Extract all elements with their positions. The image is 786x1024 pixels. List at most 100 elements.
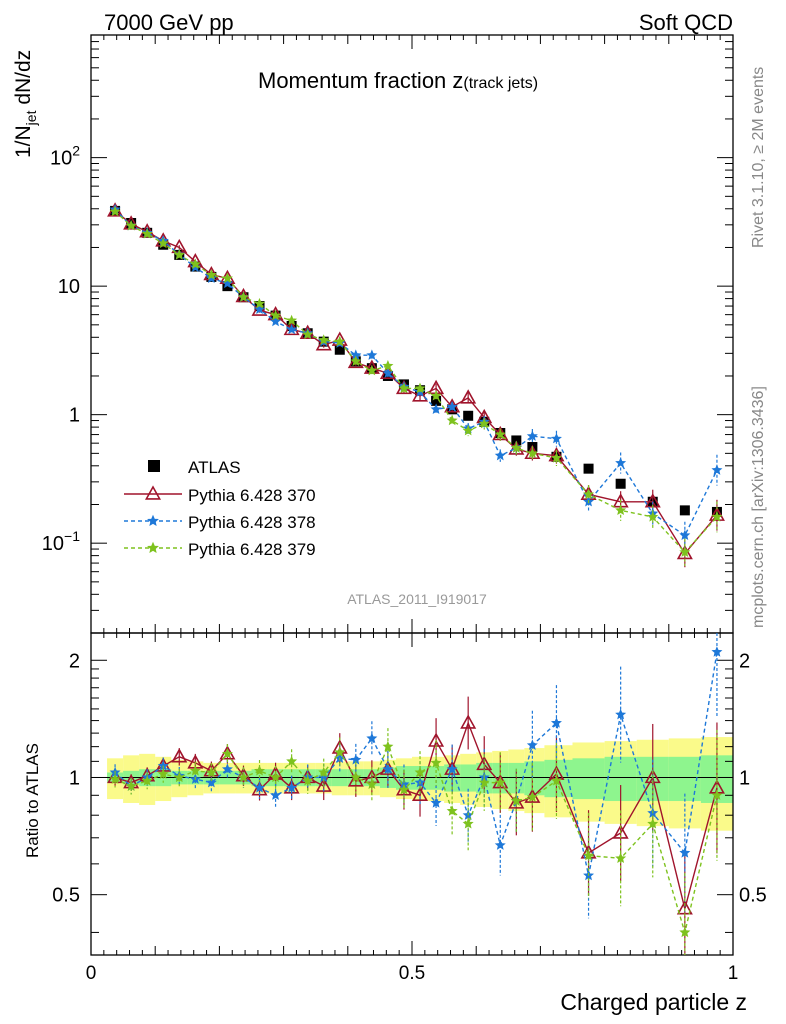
x-tick-label: 0.5 [399,963,425,984]
point-p379 [334,335,346,347]
ratio-point-p379 [237,771,249,783]
point-p379 [679,546,691,557]
point-atlas [615,478,626,489]
point-p379 [318,334,330,345]
point-p378 [254,303,266,315]
point-atlas [583,463,594,474]
point-p379 [647,511,659,522]
x-axis-label: Charged particle z [560,989,747,1015]
ratio-point-p370 [460,714,477,729]
ratio-point-p378 [366,732,378,744]
y-label-sub: jet [23,110,39,126]
point-p378 [366,349,378,360]
point-p378 [526,430,538,441]
point-p379 [583,488,595,500]
ratio-point-p378 [615,708,627,720]
ratio-point-p379 [414,766,426,778]
y-axis-label-ratio: Ratio to ATLAS [23,743,42,858]
legend-label-p378: Pythia 6.428 378 [188,513,316,532]
ratio-point-p379 [478,776,490,788]
ratio-point-p379 [109,773,121,784]
ratio-y-tick-label-right: 0.5 [739,885,767,907]
point-p379 [270,309,282,321]
point-p379 [494,428,506,440]
ratio-point-p379 [430,757,442,768]
y-tick-label: 102 [50,143,80,170]
ratio-point-p378 [382,763,394,774]
ratio-point-p378 [711,646,723,657]
ratio-point-p378 [286,782,298,793]
analysis-label: ATLAS_2011_I919017 [347,591,487,607]
point-p379 [157,237,169,249]
ratio-point-p378 [679,847,691,858]
point-p370 [412,387,429,402]
legend-marker-p379 [147,541,159,554]
point-p379 [221,272,233,284]
point-p379 [526,447,538,459]
ratio-point-p378 [430,797,442,808]
side-text-mcplots: mcplots.cern.ch [arXiv:1306.3436] [750,386,767,628]
ratio-point-p379 [550,775,562,786]
point-p378 [430,403,442,415]
point-p379 [711,511,723,522]
legend-label-p370: Pythia 6.428 370 [188,486,316,505]
point-p378 [494,449,506,461]
point-p379 [550,452,562,463]
point-p378 [550,432,562,444]
ratio-point-p370 [171,748,188,763]
point-p378 [615,457,627,468]
ratio-point-p379 [615,852,627,864]
point-p370 [708,506,725,521]
ratio-point-p379 [679,926,691,938]
plot-title: Momentum fraction z(track jets) [258,68,538,93]
x-tick-label: 1 [728,963,739,984]
ratio-point-p379 [125,780,137,791]
point-p379 [109,205,121,217]
ratio-point-p370 [235,767,252,782]
point-atlas [334,344,345,355]
point-p379 [286,314,298,326]
point-p379 [414,382,426,394]
point-p378 [711,464,723,475]
ratio-y-tick-label: 2 [69,650,80,672]
ratio-point-p370 [412,786,429,801]
ratio-y-tick-label-right: 1 [739,767,750,789]
point-p378 [189,261,201,273]
ratio-point-p378 [270,789,282,800]
ratio-point-p379 [398,784,410,795]
point-atlas [463,410,474,421]
point-p378 [270,315,282,327]
ratio-point-p379 [526,791,538,802]
ratio-point-p379 [141,775,153,786]
ratio-point-p379 [205,766,217,778]
point-p379 [350,355,362,367]
legend: ATLAS Pythia 6.428 370 Pythia 6.428 378 Pyt… [124,458,316,559]
point-p379 [237,291,249,302]
ratio-point-p379 [583,849,595,861]
point-p378 [221,277,233,289]
point-p379 [478,417,490,429]
point-p379 [430,390,442,401]
y-label-tail: dN/dz [12,50,35,111]
ratio-point-p379 [189,765,201,776]
point-p379 [510,442,522,453]
point-p379 [446,414,458,426]
band-inner-bin [460,764,477,792]
point-p379 [125,220,137,231]
side-text-rivet: Rivet 3.1.10, ≥ 2M events [750,67,767,248]
ratio-point-p378 [205,776,217,788]
point-p379 [615,504,627,516]
header-right: Soft QCD [639,10,733,35]
y-axis-label-main: 1/Njet dN/dz [12,50,39,158]
band-inner-bin [524,761,545,796]
ratio-point-p378 [221,763,233,774]
ratio-plot: 0 0.5 1 0.5 0.5 1 1 2 2 [52,619,767,984]
point-p379 [462,424,474,436]
ratio-point-p370 [508,794,525,809]
ratio-y-tick-label: 1 [69,767,80,789]
plot-title-main: Momentum fraction z [258,68,463,93]
point-atlas [431,395,442,406]
ratio-y-tick-label-right: 2 [739,650,750,672]
ratio-point-p379 [302,775,314,786]
